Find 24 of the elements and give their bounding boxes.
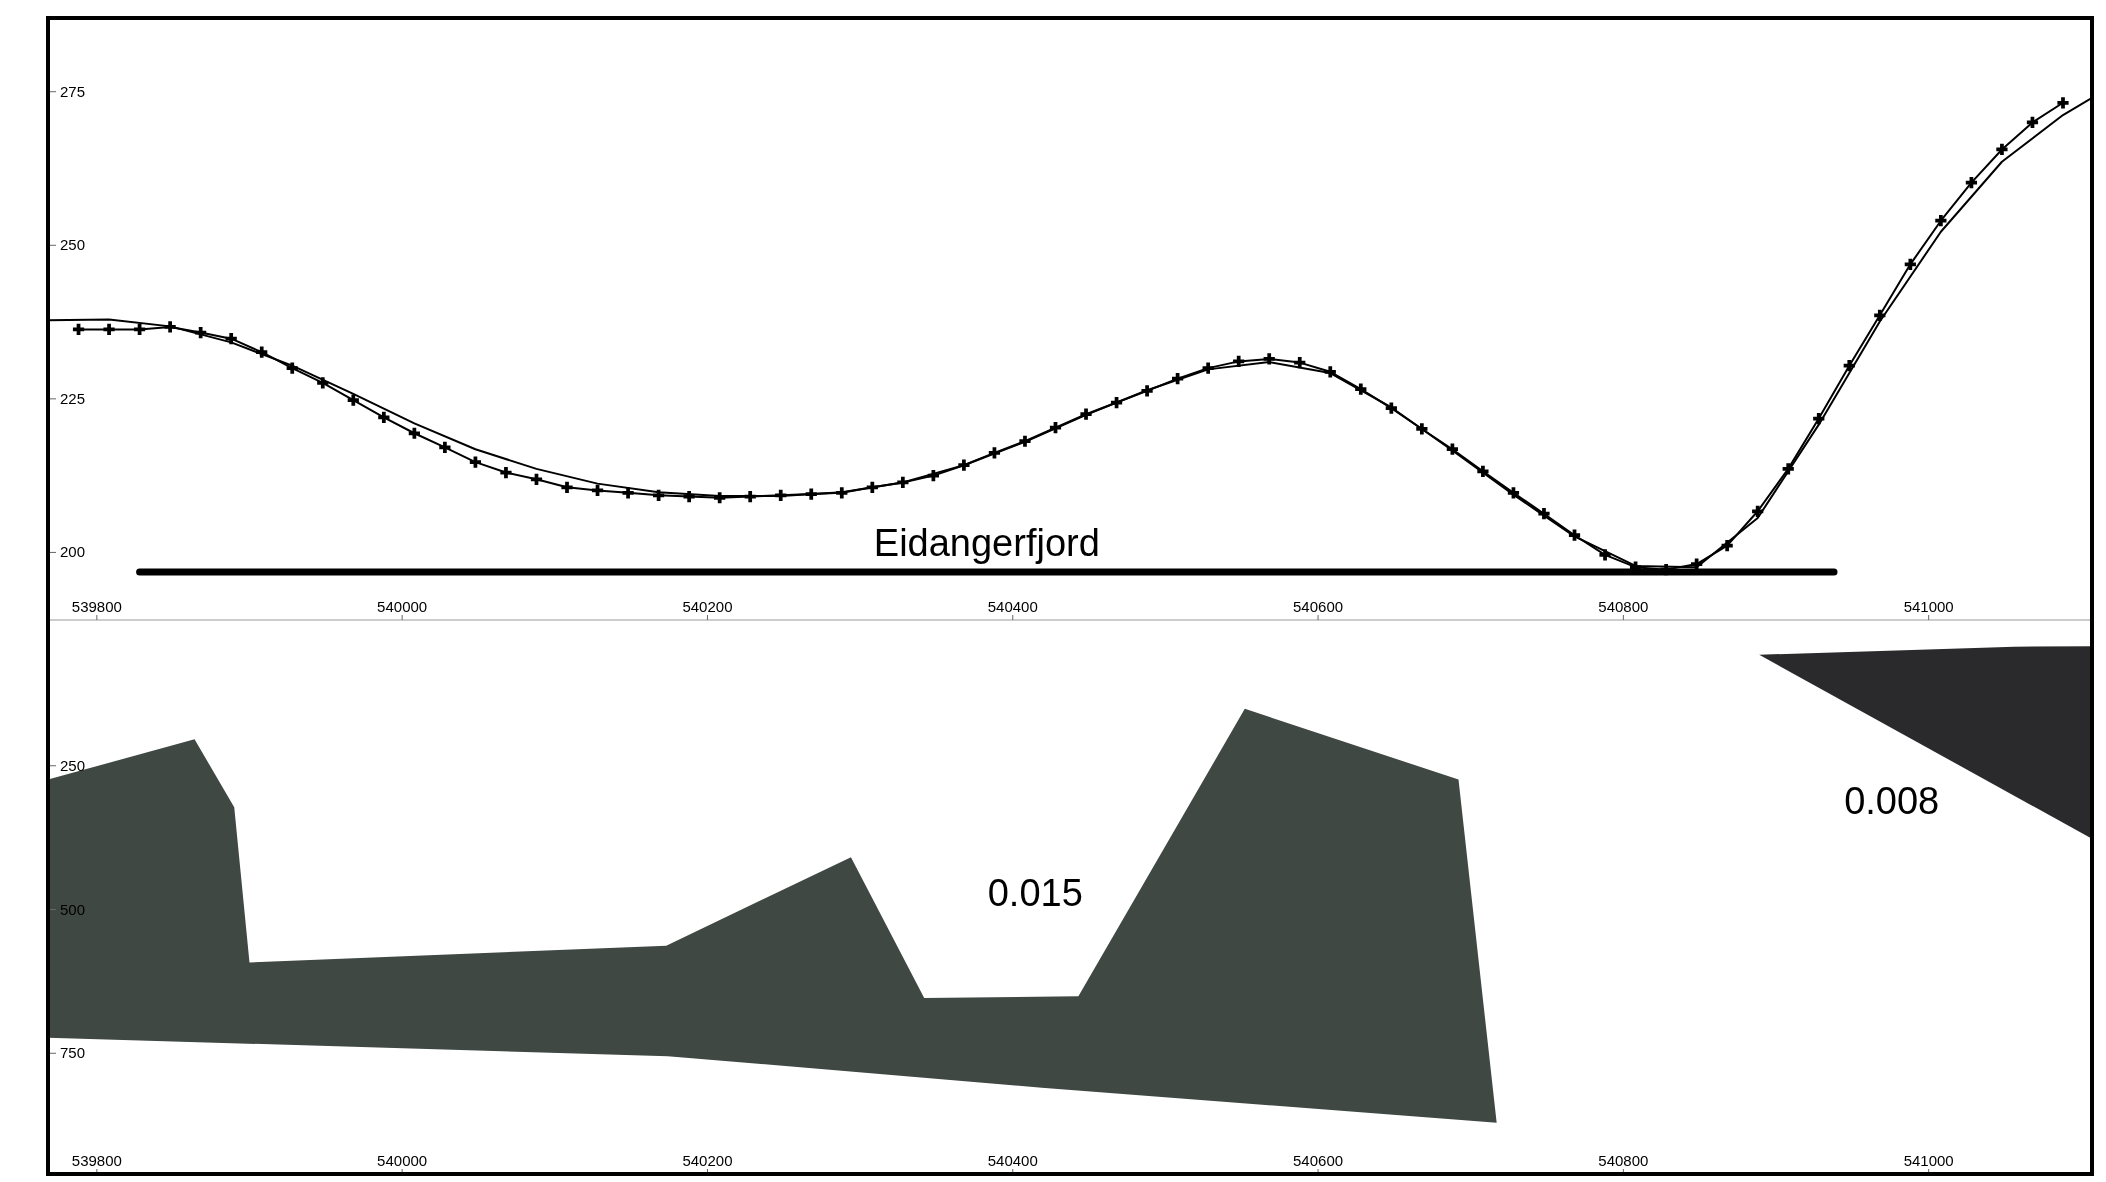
x-tick-label: 540000 [377,1152,428,1169]
y-tick-label: 200 [60,543,86,561]
x-tick-label: 540200 [682,598,733,615]
x-tick-label: 540400 [987,598,1038,615]
x-tick-label: 539800 [71,1152,122,1169]
x-tick-label: 540000 [377,598,428,615]
x-tick-label: 540600 [1293,598,1344,615]
y-tick-label: 500 [60,900,86,918]
x-tick-label: 540800 [1598,598,1649,615]
x-tick-label: 541000 [1903,1152,1954,1169]
y-tick-label: 750 [60,1044,86,1062]
annotation: 0.015 [987,871,1083,914]
y-tick-label: 275 [60,82,86,100]
series-label: Eidangerfjord [873,522,1100,565]
x-tick-label: 540800 [1598,1152,1649,1169]
y-tick-label: 250 [60,236,86,254]
y-tick-label: 225 [60,389,86,407]
annotation: 0.008 [1844,780,1940,823]
x-tick-label: 540600 [1293,1152,1344,1169]
x-tick-label: 539800 [71,598,122,615]
x-tick-label: 540400 [987,1152,1038,1169]
x-tick-label: 541000 [1903,598,1954,615]
y-tick-label: 250 [60,756,86,774]
x-tick-label: 540200 [682,1152,733,1169]
